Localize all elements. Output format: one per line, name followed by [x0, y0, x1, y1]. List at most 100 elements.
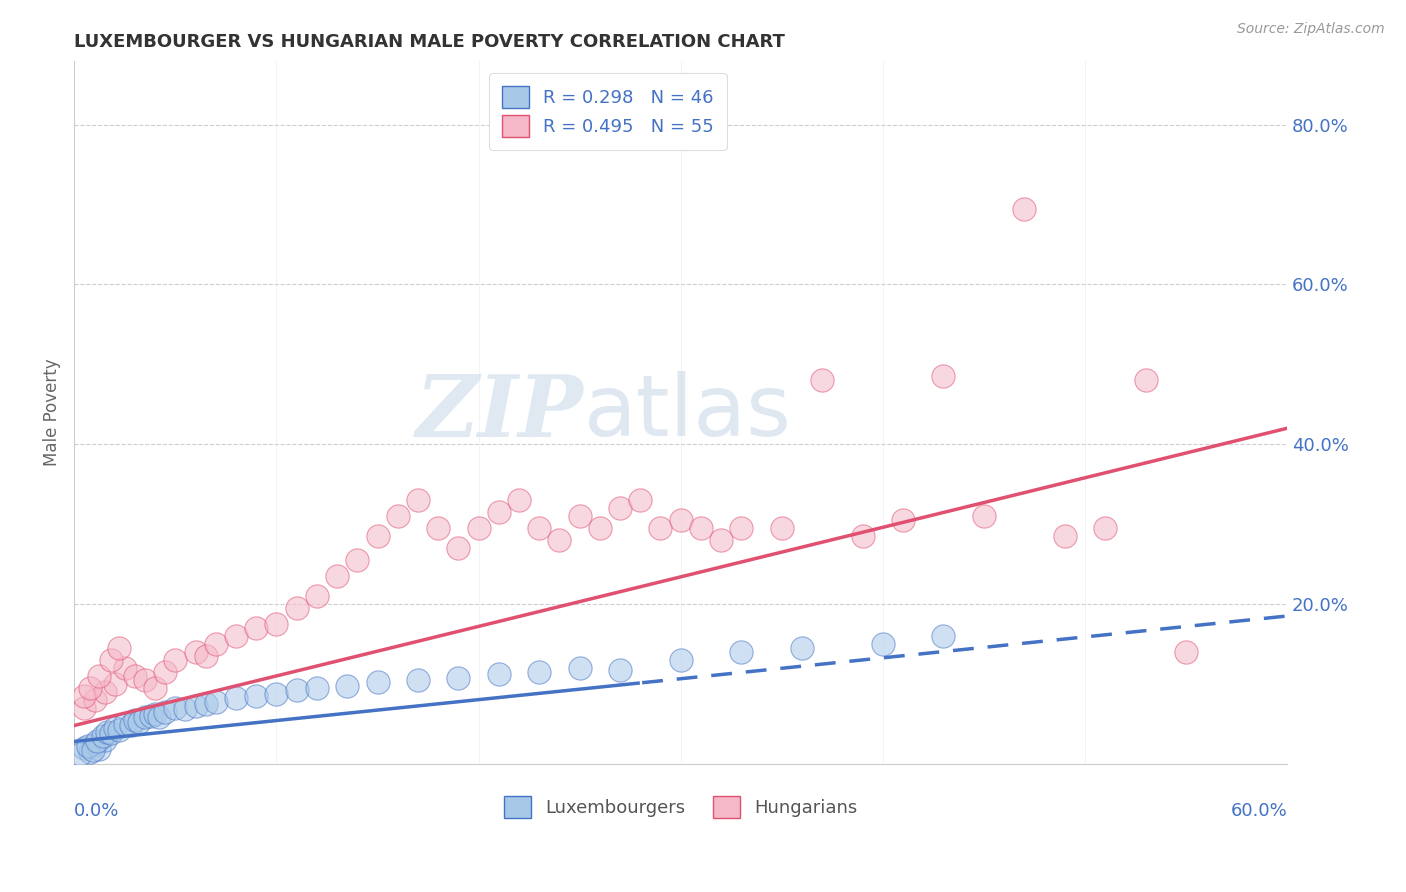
Point	[730, 645, 752, 659]
Point	[77, 739, 100, 754]
Point	[120, 718, 142, 732]
Point	[305, 589, 328, 603]
Point	[770, 521, 793, 535]
Point	[285, 601, 308, 615]
Point	[79, 681, 101, 695]
Point	[225, 629, 247, 643]
Point	[1175, 645, 1198, 659]
Point	[134, 673, 156, 687]
Point	[73, 689, 96, 703]
Text: ZIP: ZIP	[416, 370, 583, 454]
Point	[155, 705, 177, 719]
Point	[548, 533, 571, 548]
Point	[488, 667, 510, 681]
Point	[710, 533, 733, 548]
Point	[69, 747, 91, 762]
Point	[114, 661, 136, 675]
Point	[336, 679, 359, 693]
Point	[690, 521, 713, 535]
Text: 0.0%: 0.0%	[75, 803, 120, 821]
Point	[891, 513, 914, 527]
Point	[100, 726, 122, 740]
Point	[73, 740, 96, 755]
Point	[488, 505, 510, 519]
Point	[79, 745, 101, 759]
Point	[669, 513, 692, 527]
Text: atlas: atlas	[583, 371, 792, 454]
Point	[83, 693, 105, 707]
Text: Source: ZipAtlas.com: Source: ZipAtlas.com	[1237, 22, 1385, 37]
Point	[194, 697, 217, 711]
Point	[730, 521, 752, 535]
Point	[529, 665, 551, 679]
Point	[285, 683, 308, 698]
Point	[107, 640, 129, 655]
Point	[93, 685, 115, 699]
Point	[100, 653, 122, 667]
Point	[973, 509, 995, 524]
Point	[790, 640, 813, 655]
Text: 60.0%: 60.0%	[1230, 803, 1286, 821]
Point	[669, 653, 692, 667]
Point	[467, 521, 489, 535]
Point	[83, 737, 105, 751]
Point	[96, 724, 118, 739]
Point	[508, 493, 530, 508]
Point	[124, 669, 146, 683]
Point	[406, 673, 429, 687]
Point	[107, 723, 129, 738]
Legend: Luxembourgers, Hungarians: Luxembourgers, Hungarians	[496, 789, 865, 825]
Point	[104, 721, 127, 735]
Point	[139, 709, 162, 723]
Point	[387, 509, 409, 524]
Y-axis label: Male Poverty: Male Poverty	[44, 359, 60, 467]
Point	[165, 701, 187, 715]
Point	[93, 732, 115, 747]
Point	[87, 669, 110, 683]
Point	[91, 729, 114, 743]
Point	[225, 691, 247, 706]
Point	[568, 509, 591, 524]
Point	[148, 710, 170, 724]
Point	[266, 617, 288, 632]
Point	[86, 734, 108, 748]
Point	[143, 707, 166, 722]
Point	[427, 521, 450, 535]
Point	[852, 529, 875, 543]
Point	[568, 661, 591, 675]
Point	[134, 710, 156, 724]
Point	[406, 493, 429, 508]
Point	[447, 541, 470, 555]
Point	[589, 521, 612, 535]
Point	[87, 742, 110, 756]
Point	[1014, 202, 1036, 216]
Point	[628, 493, 651, 508]
Point	[194, 648, 217, 663]
Point	[1094, 521, 1116, 535]
Point	[128, 715, 150, 730]
Point	[73, 701, 96, 715]
Point	[650, 521, 672, 535]
Point	[204, 694, 226, 708]
Point	[174, 702, 197, 716]
Point	[609, 501, 631, 516]
Point	[165, 653, 187, 667]
Point	[114, 717, 136, 731]
Point	[932, 369, 955, 384]
Point	[155, 665, 177, 679]
Point	[346, 553, 368, 567]
Point	[366, 529, 388, 543]
Point	[609, 663, 631, 677]
Point	[1135, 373, 1157, 387]
Point	[184, 699, 207, 714]
Point	[82, 743, 104, 757]
Point	[245, 689, 267, 703]
Point	[124, 713, 146, 727]
Point	[266, 686, 288, 700]
Point	[305, 681, 328, 695]
Text: LUXEMBOURGER VS HUNGARIAN MALE POVERTY CORRELATION CHART: LUXEMBOURGER VS HUNGARIAN MALE POVERTY C…	[75, 33, 785, 51]
Point	[366, 675, 388, 690]
Point	[1053, 529, 1076, 543]
Point	[245, 621, 267, 635]
Point	[932, 629, 955, 643]
